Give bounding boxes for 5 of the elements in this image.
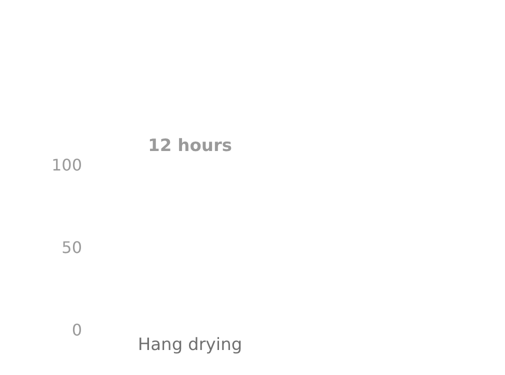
y-tick-label: 50 — [62, 238, 82, 258]
x-tick-label: Hang drying — [138, 335, 242, 356]
text: 12 hours — [147, 136, 233, 156]
y-tick-label: 0 — [72, 320, 82, 340]
y-tick-label: 100 — [51, 156, 82, 175]
